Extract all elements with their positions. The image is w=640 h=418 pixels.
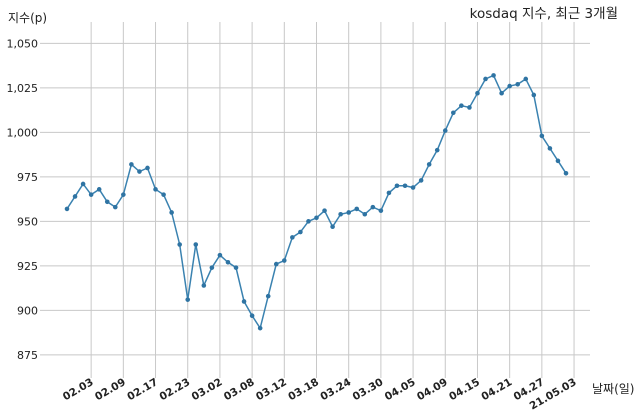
data-point xyxy=(459,103,464,108)
data-point xyxy=(531,92,537,98)
data-point xyxy=(451,110,456,116)
data-point xyxy=(193,242,199,247)
x-tick-label: 03.30 xyxy=(351,376,386,403)
x-tick-label: 04.09 xyxy=(415,376,450,403)
data-point xyxy=(169,210,174,215)
data-point xyxy=(129,162,134,167)
y-tick-label: 1,050 xyxy=(7,37,39,50)
data-point xyxy=(394,183,400,189)
data-point xyxy=(547,146,553,151)
data-point xyxy=(265,293,271,299)
x-tick-label: 04.15 xyxy=(447,376,482,403)
x-tick-label: 04.21 xyxy=(479,376,514,403)
data-point xyxy=(112,204,118,210)
data-point xyxy=(410,185,416,190)
data-point xyxy=(217,252,223,258)
data-point xyxy=(177,242,182,247)
data-point xyxy=(241,299,247,304)
data-point xyxy=(418,178,424,183)
x-tick-label: 02.03 xyxy=(61,376,96,403)
y-tick-label: 950 xyxy=(17,215,38,228)
y-tick-label: 1,025 xyxy=(7,82,39,95)
data-point xyxy=(161,192,166,197)
data-point xyxy=(338,211,343,217)
data-point xyxy=(563,171,569,176)
data-point xyxy=(290,235,295,240)
x-tick-labels: 02.0302.0902.1702.2303.0203.0803.1203.18… xyxy=(61,376,579,412)
data-point xyxy=(72,194,78,199)
data-point xyxy=(322,208,327,213)
data-point xyxy=(64,206,70,212)
data-point xyxy=(507,83,512,89)
data-point xyxy=(354,206,360,212)
data-point xyxy=(273,261,279,267)
data-point xyxy=(442,128,448,133)
data-point xyxy=(80,181,86,187)
data-point xyxy=(233,265,239,270)
data-point xyxy=(88,192,94,197)
data-point xyxy=(515,82,521,87)
x-tick-label: 03.08 xyxy=(222,376,257,403)
x-axis-label: 날짜(일) xyxy=(592,382,634,396)
data-point xyxy=(346,210,351,215)
data-point xyxy=(306,219,311,224)
x-tick-label: 03.02 xyxy=(190,376,225,403)
data-point xyxy=(96,187,102,192)
y-axis-label: 지수(p) xyxy=(8,11,47,25)
data-point xyxy=(386,190,392,196)
data-point xyxy=(137,169,142,174)
y-tick-label: 900 xyxy=(17,304,38,317)
data-point xyxy=(402,183,408,189)
series-points xyxy=(64,73,569,331)
y-tick-label: 875 xyxy=(17,349,38,362)
data-point xyxy=(153,187,158,192)
data-point xyxy=(467,105,472,110)
data-point xyxy=(185,297,191,302)
data-point xyxy=(209,265,215,270)
y-tick-label: 1,000 xyxy=(7,126,39,139)
data-point xyxy=(370,204,376,210)
data-point xyxy=(499,90,504,96)
data-point xyxy=(225,260,231,265)
y-tick-label: 975 xyxy=(17,171,38,184)
data-point xyxy=(523,76,529,82)
x-tick-label: 03.18 xyxy=(286,376,321,403)
x-tick-label: 04.05 xyxy=(383,376,418,403)
data-point xyxy=(483,76,488,82)
data-point xyxy=(145,165,150,171)
data-point xyxy=(475,90,480,96)
data-point xyxy=(362,211,368,217)
data-point xyxy=(491,73,496,78)
y-gridlines xyxy=(40,42,590,356)
data-point xyxy=(378,208,384,213)
chart-title: kosdaq 지수, 최근 3개월 xyxy=(470,6,618,22)
data-point xyxy=(314,215,319,221)
x-gridlines xyxy=(90,22,575,378)
data-point xyxy=(282,258,287,263)
x-tick-label: 02.09 xyxy=(93,376,128,403)
data-point xyxy=(257,325,263,331)
data-point xyxy=(104,199,110,205)
data-point xyxy=(426,162,432,167)
y-tick-labels: 875 900 925 950 975 1,000 1,025 1,050 xyxy=(7,37,39,362)
data-point xyxy=(298,229,303,235)
data-point xyxy=(121,192,126,197)
data-point xyxy=(539,133,545,139)
x-tick-label: 03.12 xyxy=(254,376,289,403)
data-point xyxy=(201,283,207,288)
y-tick-label: 925 xyxy=(17,260,38,273)
x-tick-label: 02.17 xyxy=(125,376,160,403)
data-point xyxy=(434,147,440,153)
x-tick-label: 02.23 xyxy=(157,376,192,403)
x-tick-label: 03.24 xyxy=(318,376,353,403)
data-point xyxy=(249,313,255,319)
data-point xyxy=(330,224,335,229)
data-point xyxy=(555,158,561,164)
